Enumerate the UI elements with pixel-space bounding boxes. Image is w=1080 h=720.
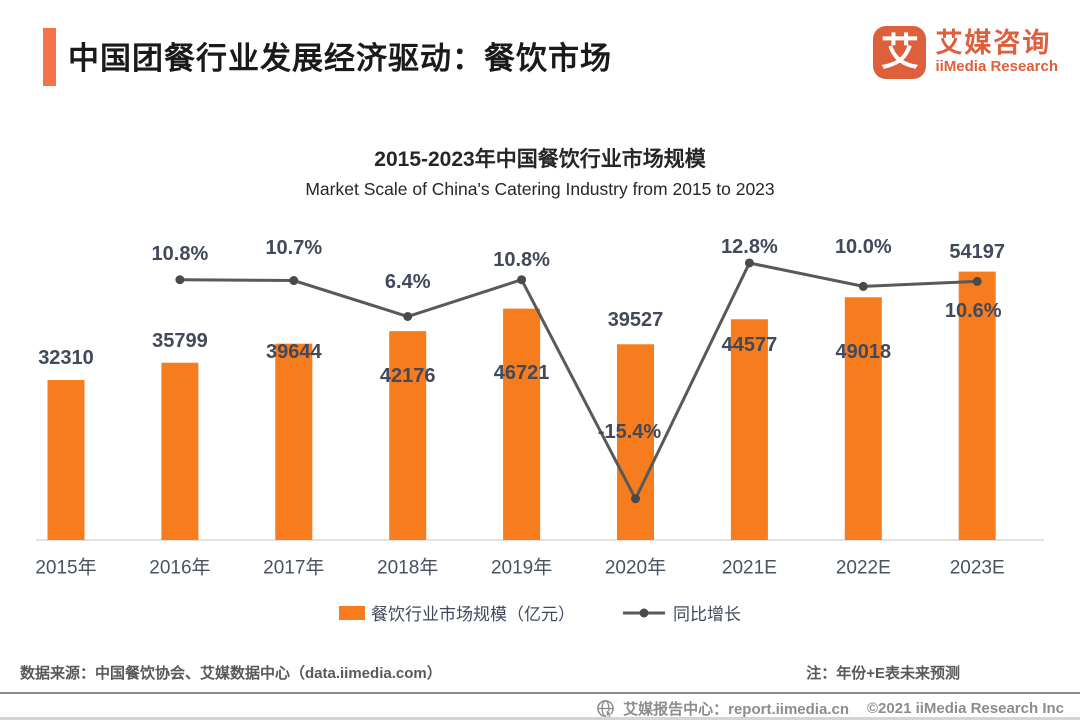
bar-value-label: 54197 bbox=[949, 241, 1005, 263]
legend-bar-label: 餐饮行业市场规模（亿元） bbox=[371, 605, 575, 624]
title-accent-bar bbox=[43, 28, 56, 86]
bar-2015年 bbox=[47, 380, 85, 540]
logo-glyph: 艾 bbox=[880, 31, 919, 74]
bar-value-label: 39527 bbox=[608, 309, 664, 331]
bar-series-swatch-icon bbox=[339, 605, 365, 620]
data-source-note: 数据来源：中国餐饮协会、艾媒数据中心（data.iimedia.com） bbox=[20, 665, 442, 682]
growth-line bbox=[179, 261, 978, 503]
bar-value-label: 44577 bbox=[722, 334, 778, 356]
logo-text: 艾媒咨询 iiMedia Research bbox=[935, 27, 1058, 77]
bar-value-label: 49018 bbox=[835, 341, 891, 363]
legend-item-bar: 餐饮行业市场规模（亿元） bbox=[339, 600, 575, 625]
bottom-bar-site: 艾媒报告中心：report.iimedia.cn bbox=[623, 701, 849, 718]
chart-subtitle: Market Scale of China's Catering Industr… bbox=[305, 179, 775, 199]
x-axis-label: 2023E bbox=[950, 558, 1005, 579]
line-series-marker-icon bbox=[623, 608, 665, 617]
bar-value-label: 39644 bbox=[266, 341, 322, 363]
growth-label: 10.8% bbox=[493, 249, 550, 271]
page-title: 中国团餐行业发展经济驱动：餐饮市场 bbox=[68, 41, 612, 76]
growth-label: 10.0% bbox=[835, 236, 892, 258]
x-axis-label: 2018年 bbox=[377, 557, 438, 579]
bar-2018年 bbox=[389, 331, 427, 540]
bar-2016年 bbox=[161, 362, 199, 540]
x-axis-label: 2019年 bbox=[491, 557, 552, 579]
growth-marker bbox=[744, 258, 754, 268]
growth-label: -15.4% bbox=[598, 421, 662, 443]
growth-marker bbox=[631, 494, 640, 504]
bottom-edge-line bbox=[0, 717, 1080, 720]
growth-marker bbox=[403, 311, 413, 321]
growth-marker bbox=[289, 276, 299, 286]
legend-item-line: 同比增长 bbox=[621, 600, 741, 625]
bar-2020年 bbox=[617, 344, 654, 540]
x-axis-label: 2017年 bbox=[263, 557, 324, 579]
x-axis-label: 2020年 bbox=[605, 557, 666, 579]
x-axis-label: 2021E bbox=[722, 558, 777, 579]
logo-name-en: iiMedia Research bbox=[935, 58, 1058, 76]
logo-name-cn: 艾媒咨询 bbox=[935, 27, 1052, 58]
x-axis-label: 2022E bbox=[836, 558, 891, 579]
growth-marker bbox=[517, 275, 527, 285]
growth-marker bbox=[175, 275, 185, 285]
growth-label: 10.6% bbox=[945, 300, 1002, 322]
bar-value-label: 46721 bbox=[494, 362, 550, 384]
growth-label: 6.4% bbox=[385, 271, 431, 293]
footer-divider bbox=[0, 692, 1080, 694]
bar-value-label: 32310 bbox=[38, 347, 94, 369]
globe-icon bbox=[597, 700, 614, 718]
x-axis-label: 2016年 bbox=[149, 557, 210, 579]
bar-2017年 bbox=[275, 343, 313, 540]
growth-label: 12.8% bbox=[721, 236, 778, 258]
growth-marker bbox=[858, 281, 868, 291]
bar-2022E bbox=[844, 297, 882, 540]
bar-value-label: 35799 bbox=[152, 330, 208, 352]
legend-line-label: 同比增长 bbox=[673, 605, 741, 624]
growth-label: 10.7% bbox=[265, 237, 322, 259]
growth-label: 10.8% bbox=[152, 243, 209, 265]
iimedia-logo: 艾 艾媒咨询 iiMedia Research bbox=[873, 26, 1058, 79]
forecast-note: 注：年份+E表未来预测 bbox=[806, 665, 960, 682]
chart-legend: 餐饮行业市场规模（亿元） 同比增长 bbox=[0, 600, 1080, 625]
bottom-bar: 艾媒报告中心：report.iimedia.cn ©2021 iiMedia R… bbox=[596, 698, 1064, 719]
bar-2019年 bbox=[503, 308, 541, 540]
growth-marker bbox=[972, 276, 982, 286]
bar-2021E bbox=[730, 319, 768, 540]
bar-value-label: 42176 bbox=[380, 365, 436, 387]
x-axis-label: 2015年 bbox=[35, 557, 96, 579]
chart-title: 2015-2023年中国餐饮行业市场规模 bbox=[374, 148, 706, 171]
bottom-bar-copyright: ©2021 iiMedia Research Inc bbox=[867, 700, 1064, 717]
iimedia-logo-icon: 艾 bbox=[873, 26, 927, 79]
bar-2023E bbox=[958, 271, 996, 540]
